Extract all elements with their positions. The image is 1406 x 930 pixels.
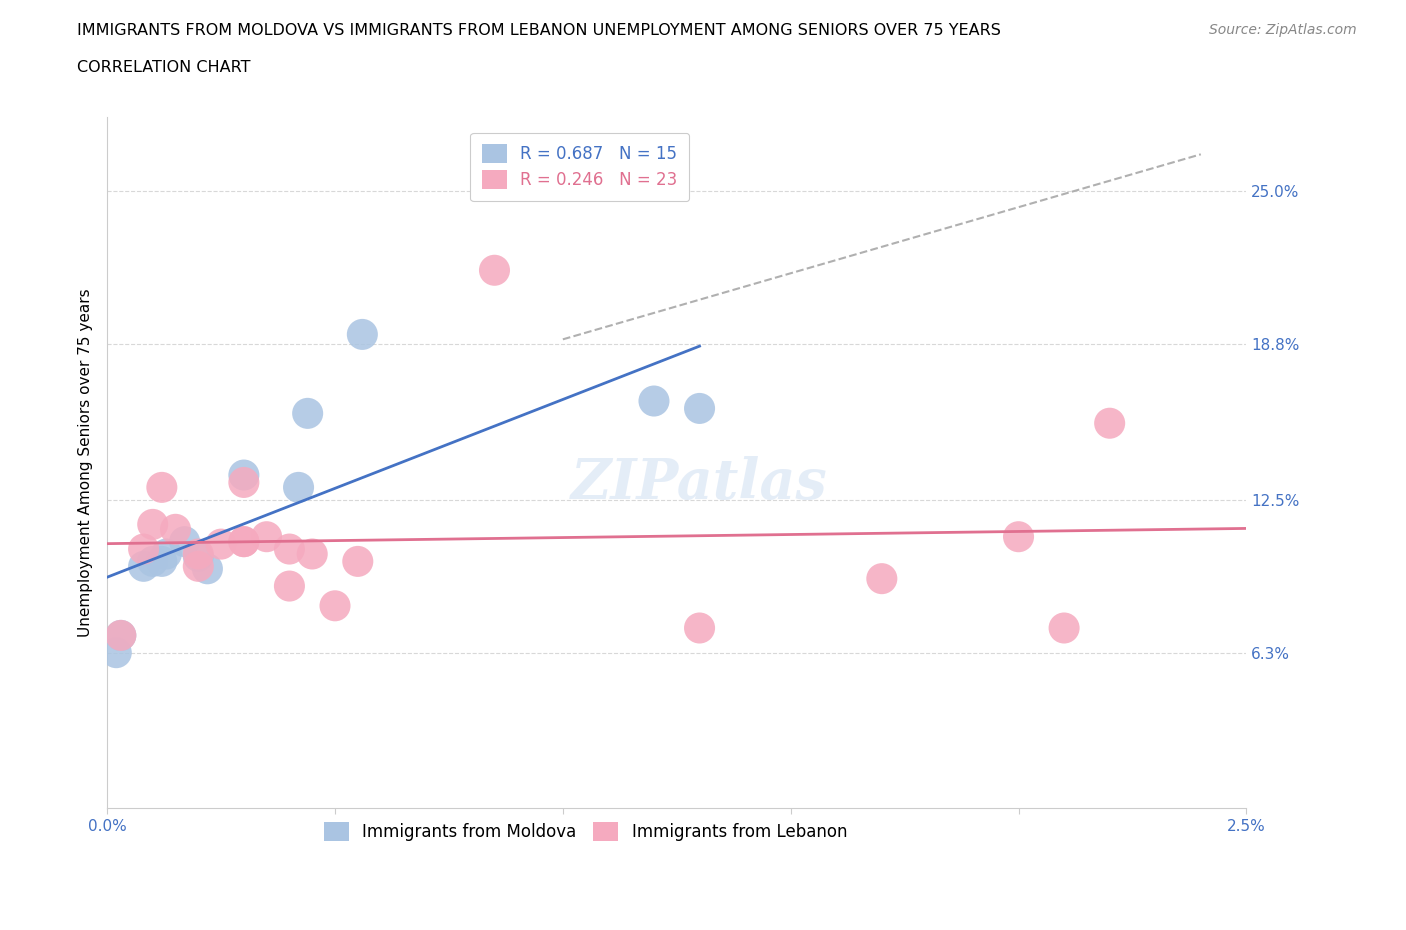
Point [256,529,278,544]
Point [1007,529,1029,544]
Point [352,327,374,342]
Point [689,401,711,416]
Point [232,534,254,549]
Point [132,559,155,574]
Point [689,620,711,635]
Legend: Immigrants from Moldova, Immigrants from Lebanon: Immigrants from Moldova, Immigrants from… [318,816,853,848]
Point [142,554,165,569]
Point [1053,620,1076,635]
Point [155,547,177,562]
Point [110,628,132,643]
Point [173,534,195,549]
Point [209,537,232,551]
Point [346,554,368,569]
Point [187,547,209,562]
Point [142,517,165,532]
Point [132,541,155,556]
Point [278,541,301,556]
Point [297,405,319,420]
Text: Source: ZipAtlas.com: Source: ZipAtlas.com [1209,23,1357,37]
Text: IMMIGRANTS FROM MOLDOVA VS IMMIGRANTS FROM LEBANON UNEMPLOYMENT AMONG SENIORS OV: IMMIGRANTS FROM MOLDOVA VS IMMIGRANTS FR… [77,23,1001,38]
Text: ZIPatlas: ZIPatlas [571,456,828,511]
Point [110,628,132,643]
Point [323,598,346,613]
Point [150,480,173,495]
Point [643,393,665,408]
Point [187,559,209,574]
Point [232,468,254,483]
Point [870,571,893,586]
Point [278,578,301,593]
Point [150,554,173,569]
Point [484,263,506,278]
Point [165,522,187,537]
Text: CORRELATION CHART: CORRELATION CHART [77,60,250,75]
Point [232,534,254,549]
Point [105,645,128,660]
Point [287,480,309,495]
Point [232,475,254,490]
Y-axis label: Unemployment Among Seniors over 75 years: Unemployment Among Seniors over 75 years [79,288,93,637]
Point [187,549,209,564]
Point [197,562,219,577]
Point [1098,416,1121,431]
Point [301,547,323,562]
